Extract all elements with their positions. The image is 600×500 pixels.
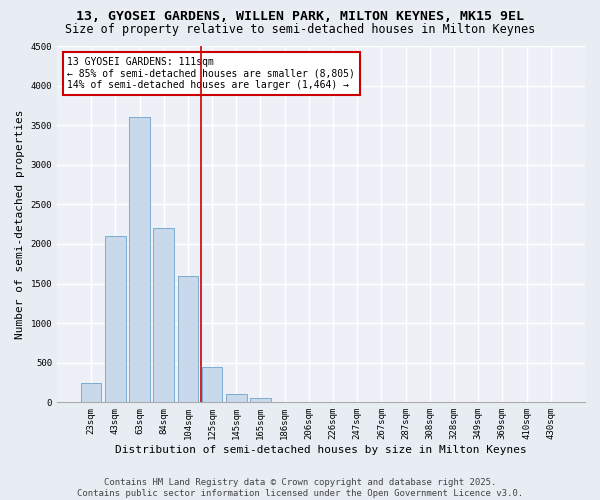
Text: 13 GYOSEI GARDENS: 111sqm
← 85% of semi-detached houses are smaller (8,805)
14% : 13 GYOSEI GARDENS: 111sqm ← 85% of semi-…: [67, 56, 355, 90]
Text: Contains HM Land Registry data © Crown copyright and database right 2025.
Contai: Contains HM Land Registry data © Crown c…: [77, 478, 523, 498]
Bar: [154, 228, 174, 402]
Y-axis label: Number of semi-detached properties: Number of semi-detached properties: [15, 110, 25, 339]
Bar: [178, 276, 198, 402]
X-axis label: Distribution of semi-detached houses by size in Milton Keynes: Distribution of semi-detached houses by …: [115, 445, 527, 455]
Text: Size of property relative to semi-detached houses in Milton Keynes: Size of property relative to semi-detach…: [65, 22, 535, 36]
Bar: [105, 236, 125, 402]
Text: 13, GYOSEI GARDENS, WILLEN PARK, MILTON KEYNES, MK15 9EL: 13, GYOSEI GARDENS, WILLEN PARK, MILTON …: [76, 10, 524, 23]
Bar: [129, 118, 150, 403]
Bar: [202, 366, 223, 402]
Bar: [81, 382, 101, 402]
Bar: [250, 398, 271, 402]
Bar: [226, 394, 247, 402]
